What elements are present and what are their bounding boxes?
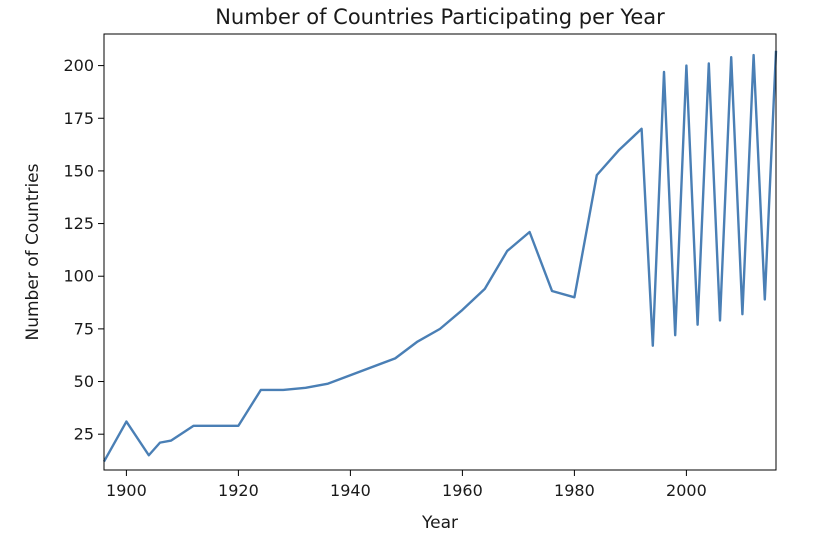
x-tick-label: 1920 bbox=[218, 481, 259, 500]
x-axis: 1900 1920 1940 1960 1980 2000 bbox=[106, 470, 707, 500]
y-tick-label: 125 bbox=[63, 214, 94, 233]
x-tick-label: 1960 bbox=[442, 481, 483, 500]
y-tick-label: 175 bbox=[63, 109, 94, 128]
x-axis-label: Year bbox=[421, 513, 458, 533]
x-tick-label: 1980 bbox=[554, 481, 595, 500]
x-tick-label: 1940 bbox=[330, 481, 371, 500]
chart-title: Number of Countries Participating per Ye… bbox=[215, 5, 665, 29]
x-tick-label: 1900 bbox=[106, 481, 147, 500]
y-tick-label: 50 bbox=[74, 372, 94, 391]
y-tick-label: 200 bbox=[63, 56, 94, 75]
series-line bbox=[102, 50, 778, 463]
y-tick-label: 150 bbox=[63, 161, 94, 180]
y-axis-label: Number of Countries bbox=[23, 163, 43, 340]
plot-area bbox=[102, 50, 778, 463]
y-tick-label: 75 bbox=[74, 319, 94, 338]
x-tick-label: 2000 bbox=[666, 481, 707, 500]
y-tick-label: 100 bbox=[63, 267, 94, 286]
plot-frame bbox=[103, 33, 777, 471]
y-tick-label: 25 bbox=[74, 425, 94, 444]
y-axis: 25 50 75 100 125 150 175 200 bbox=[63, 56, 104, 444]
